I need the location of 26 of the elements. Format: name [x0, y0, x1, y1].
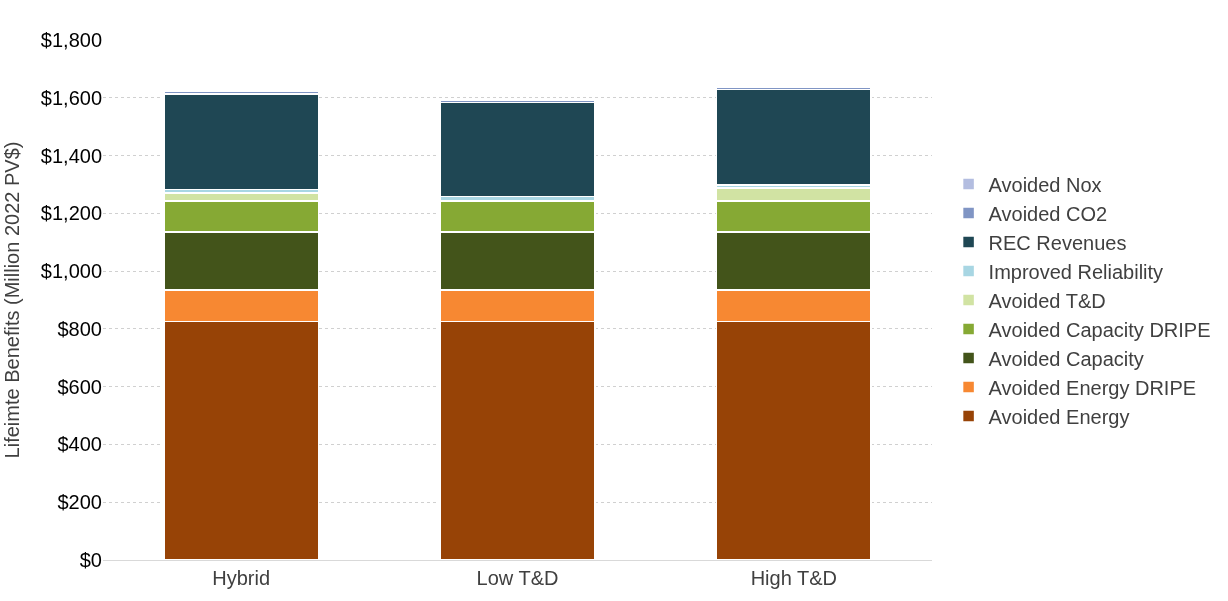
legend-label: Avoided Energy DRIPE	[988, 376, 1197, 399]
y-tick-label: $400	[57, 433, 102, 456]
bar	[715, 88, 872, 186]
legend-label: Avoided Nox	[988, 173, 1102, 196]
bar	[439, 101, 596, 198]
legend-label: Avoided CO2	[988, 202, 1108, 225]
legend-label: Avoided Capacity	[988, 347, 1144, 370]
bar	[163, 93, 320, 191]
legend-label: Avoided Energy	[988, 405, 1130, 428]
legend-label: REC Revenues	[988, 231, 1127, 254]
y-axis-title: Lifeimte Benefits (Million 2022 PV$)	[1, 141, 24, 459]
y-tick-label: $1,200	[40, 202, 102, 225]
x-tick-label: High T&D	[750, 567, 837, 589]
x-tick-label: Hybrid	[212, 567, 271, 589]
y-tick-label: $1,000	[40, 260, 102, 283]
y-tick-label: $800	[57, 317, 102, 340]
legend-label: Avoided T&D	[988, 289, 1106, 312]
legend-label: Avoided Capacity DRIPE	[988, 318, 1211, 341]
x-tick-label: Low T&D	[476, 567, 559, 589]
y-tick-label: $200	[57, 491, 102, 514]
y-tick-label: $600	[57, 375, 102, 398]
y-tick-label: $1,600	[40, 86, 102, 109]
y-tick-label: $0	[79, 549, 102, 571]
y-tick-label: $1,400	[40, 144, 102, 167]
legend-label: Improved Reliability	[988, 260, 1164, 283]
y-tick-label: $1,800	[40, 29, 102, 51]
